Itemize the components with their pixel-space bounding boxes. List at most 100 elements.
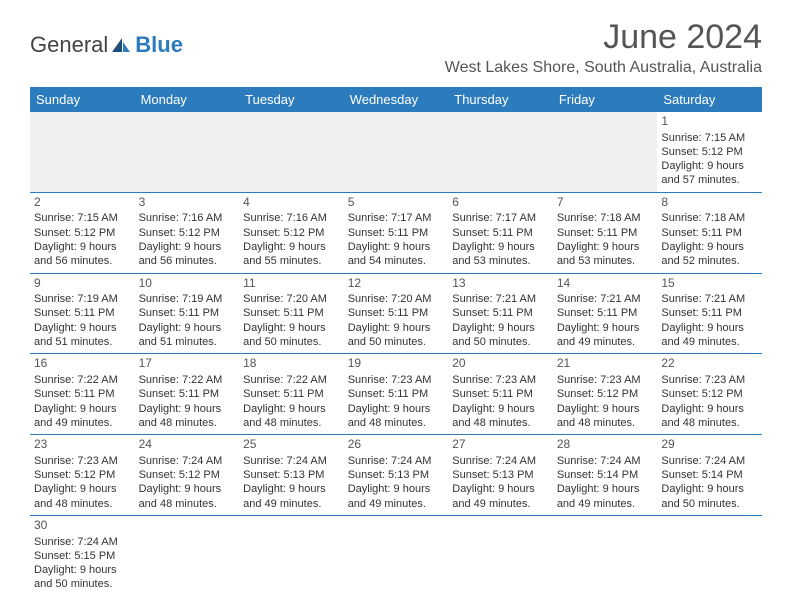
- day-number: 16: [34, 356, 131, 372]
- daylight-text: Daylight: 9 hours and 55 minutes.: [243, 240, 340, 269]
- daylight-text: Daylight: 9 hours and 50 minutes.: [452, 321, 549, 350]
- sunset-text: Sunset: 5:11 PM: [661, 306, 758, 320]
- sunrise-text: Sunrise: 7:24 AM: [452, 454, 549, 468]
- daylight-text: Daylight: 9 hours and 48 minutes.: [661, 402, 758, 431]
- sunrise-text: Sunrise: 7:24 AM: [243, 454, 340, 468]
- sunrise-text: Sunrise: 7:22 AM: [139, 373, 236, 387]
- day-number: 17: [139, 356, 236, 372]
- daylight-text: Daylight: 9 hours and 48 minutes.: [243, 402, 340, 431]
- calendar-day: 16Sunrise: 7:22 AMSunset: 5:11 PMDayligh…: [30, 354, 135, 435]
- sunset-text: Sunset: 5:12 PM: [243, 226, 340, 240]
- daylight-text: Daylight: 9 hours and 53 minutes.: [452, 240, 549, 269]
- sunset-text: Sunset: 5:15 PM: [34, 549, 131, 563]
- sunrise-text: Sunrise: 7:21 AM: [557, 292, 654, 306]
- day-number: 10: [139, 276, 236, 292]
- day-number: 12: [348, 276, 445, 292]
- calendar-day: 22Sunrise: 7:23 AMSunset: 5:12 PMDayligh…: [657, 354, 762, 435]
- sunset-text: Sunset: 5:12 PM: [139, 468, 236, 482]
- empty-cell: [553, 515, 658, 595]
- day-number: 9: [34, 276, 131, 292]
- weekday-header: Thursday: [448, 87, 553, 112]
- calendar-day: 21Sunrise: 7:23 AMSunset: 5:12 PMDayligh…: [553, 354, 658, 435]
- sunset-text: Sunset: 5:13 PM: [452, 468, 549, 482]
- calendar-day: 12Sunrise: 7:20 AMSunset: 5:11 PMDayligh…: [344, 273, 449, 354]
- day-number: 27: [452, 437, 549, 453]
- day-number: 20: [452, 356, 549, 372]
- calendar-body: 1Sunrise: 7:15 AMSunset: 5:12 PMDaylight…: [30, 112, 762, 596]
- calendar-day: 13Sunrise: 7:21 AMSunset: 5:11 PMDayligh…: [448, 273, 553, 354]
- calendar-table: SundayMondayTuesdayWednesdayThursdayFrid…: [30, 87, 762, 596]
- calendar-day: 1Sunrise: 7:15 AMSunset: 5:12 PMDaylight…: [657, 112, 762, 192]
- day-number: 19: [348, 356, 445, 372]
- day-number: 23: [34, 437, 131, 453]
- day-number: 28: [557, 437, 654, 453]
- empty-cell: [553, 112, 658, 192]
- sunset-text: Sunset: 5:11 PM: [452, 306, 549, 320]
- daylight-text: Daylight: 9 hours and 48 minutes.: [139, 482, 236, 511]
- sunrise-text: Sunrise: 7:20 AM: [348, 292, 445, 306]
- sunrise-text: Sunrise: 7:16 AM: [139, 211, 236, 225]
- day-number: 4: [243, 195, 340, 211]
- calendar-day: 8Sunrise: 7:18 AMSunset: 5:11 PMDaylight…: [657, 192, 762, 273]
- empty-cell: [344, 515, 449, 595]
- daylight-text: Daylight: 9 hours and 50 minutes.: [348, 321, 445, 350]
- sunset-text: Sunset: 5:12 PM: [661, 145, 758, 159]
- sunset-text: Sunset: 5:14 PM: [661, 468, 758, 482]
- calendar-day: 26Sunrise: 7:24 AMSunset: 5:13 PMDayligh…: [344, 435, 449, 516]
- sunrise-text: Sunrise: 7:17 AM: [348, 211, 445, 225]
- sunrise-text: Sunrise: 7:19 AM: [34, 292, 131, 306]
- day-number: 8: [661, 195, 758, 211]
- day-number: 30: [34, 518, 131, 534]
- calendar-day: 7Sunrise: 7:18 AMSunset: 5:11 PMDaylight…: [553, 192, 658, 273]
- sunrise-text: Sunrise: 7:23 AM: [452, 373, 549, 387]
- daylight-text: Daylight: 9 hours and 54 minutes.: [348, 240, 445, 269]
- sunset-text: Sunset: 5:11 PM: [34, 387, 131, 401]
- daylight-text: Daylight: 9 hours and 50 minutes.: [243, 321, 340, 350]
- daylight-text: Daylight: 9 hours and 49 minutes.: [557, 482, 654, 511]
- brand-part2: Blue: [135, 32, 183, 58]
- day-number: 22: [661, 356, 758, 372]
- weekday-header: Friday: [553, 87, 658, 112]
- sail-icon: [110, 36, 132, 54]
- sunrise-text: Sunrise: 7:16 AM: [243, 211, 340, 225]
- empty-cell: [448, 515, 553, 595]
- day-number: 15: [661, 276, 758, 292]
- daylight-text: Daylight: 9 hours and 51 minutes.: [34, 321, 131, 350]
- sunset-text: Sunset: 5:11 PM: [139, 387, 236, 401]
- sunset-text: Sunset: 5:11 PM: [557, 226, 654, 240]
- daylight-text: Daylight: 9 hours and 48 minutes.: [34, 482, 131, 511]
- daylight-text: Daylight: 9 hours and 51 minutes.: [139, 321, 236, 350]
- daylight-text: Daylight: 9 hours and 49 minutes.: [243, 482, 340, 511]
- day-number: 5: [348, 195, 445, 211]
- calendar-day: 9Sunrise: 7:19 AMSunset: 5:11 PMDaylight…: [30, 273, 135, 354]
- daylight-text: Daylight: 9 hours and 49 minutes.: [557, 321, 654, 350]
- day-number: 2: [34, 195, 131, 211]
- daylight-text: Daylight: 9 hours and 48 minutes.: [557, 402, 654, 431]
- day-number: 26: [348, 437, 445, 453]
- sunset-text: Sunset: 5:12 PM: [557, 387, 654, 401]
- calendar-day: 3Sunrise: 7:16 AMSunset: 5:12 PMDaylight…: [135, 192, 240, 273]
- sunrise-text: Sunrise: 7:18 AM: [557, 211, 654, 225]
- day-number: 21: [557, 356, 654, 372]
- brand-logo: General Blue: [30, 18, 183, 58]
- sunrise-text: Sunrise: 7:23 AM: [661, 373, 758, 387]
- sunrise-text: Sunrise: 7:21 AM: [452, 292, 549, 306]
- sunset-text: Sunset: 5:11 PM: [348, 387, 445, 401]
- empty-cell: [239, 112, 344, 192]
- sunset-text: Sunset: 5:14 PM: [557, 468, 654, 482]
- sunrise-text: Sunrise: 7:22 AM: [243, 373, 340, 387]
- sunrise-text: Sunrise: 7:15 AM: [34, 211, 131, 225]
- sunrise-text: Sunrise: 7:24 AM: [557, 454, 654, 468]
- calendar-day: 25Sunrise: 7:24 AMSunset: 5:13 PMDayligh…: [239, 435, 344, 516]
- brand-part1: General: [30, 32, 108, 58]
- daylight-text: Daylight: 9 hours and 49 minutes.: [34, 402, 131, 431]
- daylight-text: Daylight: 9 hours and 48 minutes.: [452, 402, 549, 431]
- daylight-text: Daylight: 9 hours and 48 minutes.: [139, 402, 236, 431]
- sunrise-text: Sunrise: 7:21 AM: [661, 292, 758, 306]
- sunrise-text: Sunrise: 7:18 AM: [661, 211, 758, 225]
- empty-cell: [135, 112, 240, 192]
- calendar-day: 30Sunrise: 7:24 AMSunset: 5:15 PMDayligh…: [30, 515, 135, 595]
- day-number: 6: [452, 195, 549, 211]
- day-number: 1: [661, 114, 758, 130]
- calendar-day: 28Sunrise: 7:24 AMSunset: 5:14 PMDayligh…: [553, 435, 658, 516]
